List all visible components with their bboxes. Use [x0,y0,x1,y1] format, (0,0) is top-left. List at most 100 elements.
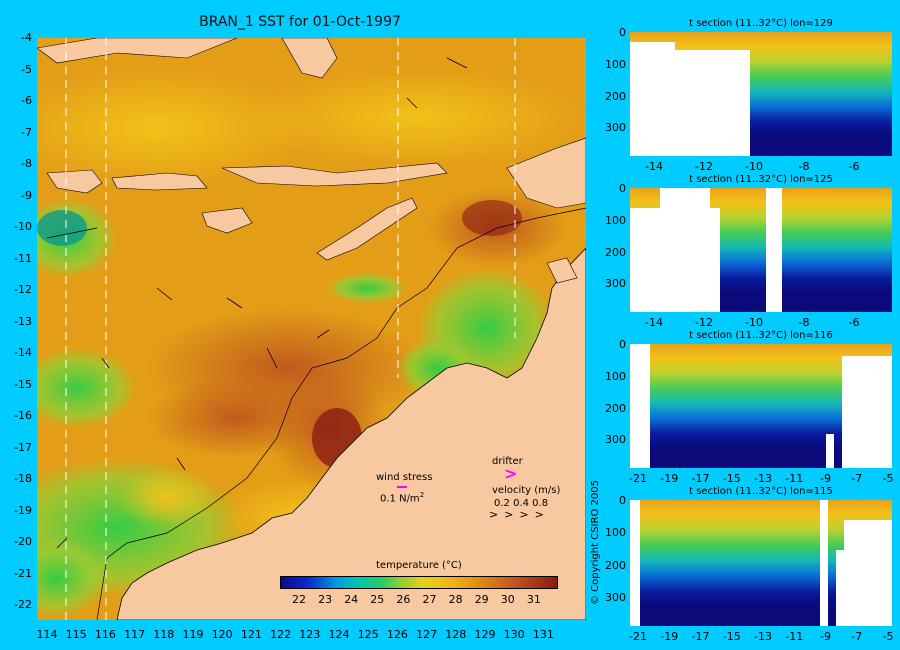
lon-label: 123 [299,628,321,641]
section-lat-label: -12 [695,160,713,173]
section-lat-label: -19 [660,472,679,485]
colorbar-label: 23 [318,593,333,606]
lon-label: 126 [386,628,408,641]
lat-label: -15 [14,377,32,391]
colorbar-label: 24 [344,593,359,606]
section-depth-label: 200 [605,558,626,572]
section-lat-label: -11 [785,630,804,643]
section-lat-label: -19 [660,630,679,643]
lon-label: 131 [532,628,554,641]
temperature-section-plot [630,500,892,626]
colorbar-label: 26 [396,593,411,606]
bathymetry-mask [844,520,892,626]
lat-label: -18 [14,472,32,485]
colorbar-label: 28 [448,593,463,606]
lon-label: 116 [94,628,116,641]
section-lat-label: -14 [645,316,663,329]
lon-label: 128 [445,628,467,641]
lon-label: 115 [65,628,87,641]
section-depth-label: 0 [619,182,626,195]
section-lat-label: -5 [882,472,894,485]
lat-label: -6 [21,94,32,107]
section-depth-label: 100 [605,213,626,227]
lat-label: -5 [21,62,32,76]
lon-label: 121 [240,628,262,641]
section-lat-label: -12 [695,316,713,329]
lat-label: -4 [21,31,32,44]
section-depth-label: 300 [605,277,626,291]
section-lat-label: -9 [820,630,831,643]
velocity-scale-icon: >>>> [489,508,550,521]
bathymetry-mask [660,188,710,312]
lat-label: -9 [21,188,32,202]
velocity-values: 0.2 0.4 0.8 [494,498,549,509]
section-lat-label: -7 [851,630,863,643]
temperature-section-plot [630,344,892,468]
section-lat-label: -10 [745,316,763,329]
temperature-section-plot [630,188,892,312]
velocity-label: velocity (m/s) [492,485,561,496]
section-lat-label: -15 [722,472,741,485]
section-title: t section (11..32°C) lon=129 [689,18,833,29]
section-depth-label: 100 [605,369,626,383]
bathymetry-mask [826,434,834,468]
section-lat-label: -8 [798,160,810,173]
section-depth-label: 100 [605,526,626,540]
wind-stress-arrows [46,57,468,549]
section-lat-label: -17 [691,472,710,485]
lat-label: -10 [14,220,32,233]
section-title: t section (11..32°C) lon=125 [689,174,833,185]
lat-label: -21 [14,566,32,580]
colorbar-label: 25 [370,593,385,606]
lon-label: 122 [270,628,292,641]
section-depth-label: 100 [605,57,626,71]
lat-label: -11 [14,251,32,265]
copyright-text: © Copyright CSIRO 2005 [590,480,601,605]
sst-field [37,38,586,620]
colorbar-label: 27 [422,593,437,606]
section-depth-label: 300 [605,121,626,135]
bathymetry-mask [630,42,675,156]
bathymetry-mask [766,188,782,312]
section-lat-label: -8 [798,316,810,329]
lat-label: -22 [14,598,32,611]
section-title: t section (11..32°C) lon=115 [689,486,833,497]
drifter-arrow-icon: > [504,464,518,483]
wind-stress-scale: 0.1 N/m2 [380,491,425,505]
colorbar-label: 30 [500,593,515,606]
colorbar-label: 22 [292,593,306,606]
section-lat-label: -21 [629,630,647,643]
section-lat-label: -5 [882,630,894,643]
section-lat-label: -9 [820,472,831,485]
depth-contour [96,207,586,620]
section-depth-label: 0 [619,26,626,39]
lat-label: -8 [21,157,32,170]
bathymetry-mask [630,344,650,468]
section-lat-label: -13 [754,630,772,643]
section-lat-label: -7 [851,472,863,485]
section-depth-label: 0 [619,494,626,507]
wind-stress-label: wind stress [376,472,433,483]
lat-label: -20 [14,535,32,548]
section-lat-label: -21 [629,472,647,485]
lon-label: 117 [124,628,146,641]
colorbar-label: 31 [526,593,541,606]
lat-label: -17 [14,440,32,454]
section-depth-label: 200 [605,89,626,103]
lon-label: 129 [474,628,496,641]
section-lat-label: -15 [722,630,741,643]
lon-label: 118 [153,628,175,641]
section-lat-label: -17 [691,630,710,643]
bathymetry-mask [630,500,640,626]
section-lat-label: -10 [745,160,763,173]
section-depth-label: 300 [605,590,626,604]
lat-label: -7 [21,125,32,139]
temperature-colorbar [280,576,558,589]
section-depth-label: 200 [605,245,626,259]
colorbar-title: temperature (°C) [376,560,462,571]
section-lat-label: -11 [785,472,804,485]
sst-map: wind stress 0.1 N/m2 drifter > velocity … [37,38,586,620]
drifter-label: drifter [492,456,523,467]
lat-label: -19 [14,503,32,517]
bathymetry-mask [820,500,828,626]
